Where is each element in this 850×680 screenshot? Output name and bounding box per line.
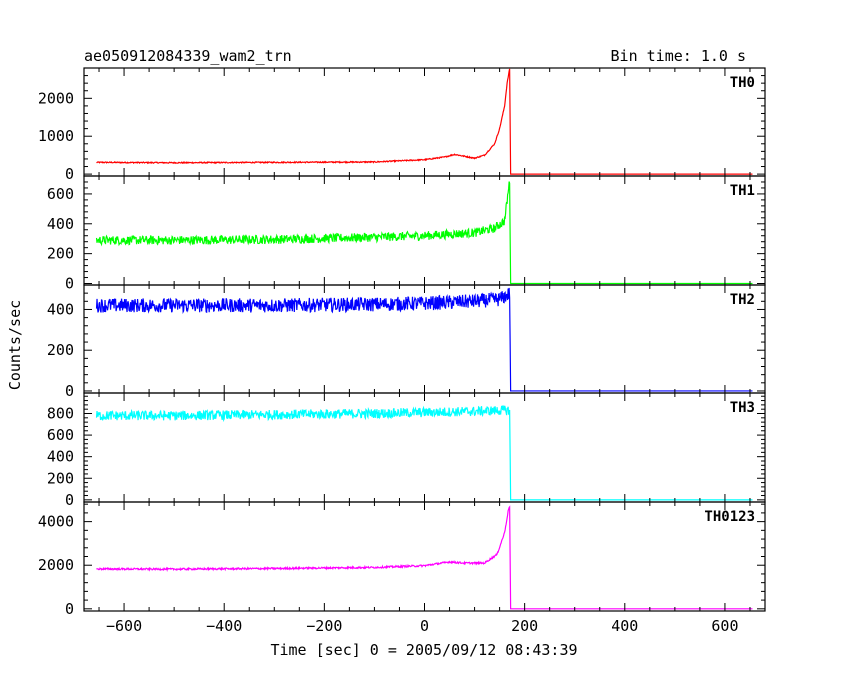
y-tick-label: 200 (47, 469, 74, 487)
y-tick-label: 0 (65, 600, 74, 618)
y-tick-label: 2000 (38, 556, 74, 574)
x-tick-label: 400 (611, 617, 638, 635)
y-tick-label: 0 (65, 275, 74, 293)
series-line-th3 (95, 405, 753, 501)
y-tick-label: 0 (65, 382, 74, 400)
y-tick-label: 4000 (38, 513, 74, 531)
panel-label-th3: TH3 (730, 400, 755, 416)
y-tick-label: 2000 (38, 89, 74, 107)
y-tick-label: 400 (47, 448, 74, 466)
panel-th1: TH1 0 200 400 600 (47, 175, 766, 293)
y-tick-label: 600 (47, 185, 74, 203)
x-tick-label: 200 (511, 617, 538, 635)
panel-th0123: TH0123 0 2000 4000 (38, 501, 766, 618)
series-line-th2 (95, 287, 753, 392)
x-tick-label: −600 (106, 617, 142, 635)
x-tick-label: 600 (711, 617, 738, 635)
panel-label-th1: TH1 (730, 183, 755, 199)
panel-frame-th2 (83, 284, 766, 394)
series-line-th0 (96, 68, 753, 175)
y-tick-label: 200 (47, 341, 74, 359)
panel-th3: TH3 0 200 400 600 800 (47, 392, 766, 509)
series-line-th0123 (96, 505, 753, 610)
x-tick-label: −200 (306, 617, 342, 635)
panels-group: TH0010002000TH10200400600TH20200400TH302… (38, 67, 766, 635)
y-tick-label: 800 (47, 405, 74, 423)
y-tick-label: 200 (47, 245, 74, 263)
y-tick-label: 1000 (38, 127, 74, 145)
y-tick-label: 600 (47, 426, 74, 444)
y-tick-label: 400 (47, 300, 74, 318)
y-tick-label: 400 (47, 215, 74, 233)
y-axis-label: Counts/sec (6, 300, 24, 390)
x-tick-label: −400 (206, 617, 242, 635)
x-tick-label: 0 (420, 617, 429, 635)
panel-th2: TH2 0 200 400 (47, 284, 766, 400)
panel-label-th0123: TH0123 (704, 509, 755, 525)
series-line-th1 (95, 181, 753, 285)
panel-frame-th1 (83, 175, 766, 286)
panel-frame-th0123 (83, 501, 766, 612)
bin-time-label: Bin time: 1.0 s (611, 47, 746, 65)
chart-title: ae050912084339_wam2_trn (84, 47, 292, 65)
panel-label-th0: TH0 (730, 75, 755, 91)
y-tick-label: 0 (65, 491, 74, 509)
x-axis-label: Time [sec] 0 = 2005/09/12 08:43:39 (270, 641, 577, 659)
y-tick-label: 0 (65, 165, 74, 183)
panel-th0: TH0 0 1000 2000 (38, 67, 766, 183)
panel-label-th2: TH2 (730, 292, 755, 308)
